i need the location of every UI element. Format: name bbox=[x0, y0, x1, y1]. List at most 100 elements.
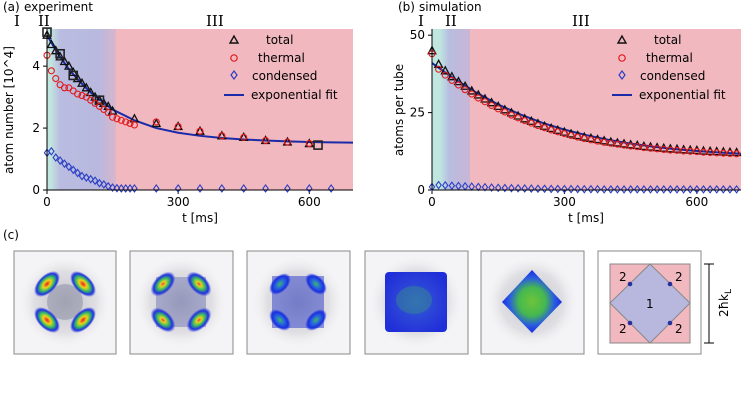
total-point bbox=[433, 58, 444, 68]
condensed-point bbox=[567, 184, 575, 194]
condensed-point bbox=[441, 180, 449, 190]
thermal-point bbox=[680, 147, 688, 155]
total-point bbox=[46, 39, 57, 49]
thermal-point bbox=[640, 144, 648, 152]
condensed-point bbox=[494, 183, 502, 193]
condensed-point bbox=[600, 184, 608, 194]
panel-a-y-label: atom number [10^4] bbox=[2, 46, 16, 174]
thermal-point bbox=[435, 65, 443, 73]
panel-b-tag: (b) bbox=[398, 0, 415, 14]
thermal-point bbox=[60, 84, 69, 92]
thermal-point bbox=[733, 150, 741, 158]
thermal-point bbox=[218, 132, 226, 140]
condensed-point bbox=[96, 178, 103, 188]
condensed-point bbox=[131, 184, 138, 193]
lobe-1-bottom-left bbox=[34, 307, 60, 333]
condensed-point bbox=[547, 184, 555, 194]
thermal-point bbox=[699, 148, 708, 156]
thermal-point bbox=[126, 119, 134, 127]
thermal-point bbox=[481, 98, 489, 106]
total-point bbox=[63, 60, 74, 70]
total-point bbox=[72, 73, 83, 83]
zone-label-center: 1 bbox=[646, 297, 654, 311]
lobe-3-bottom-left bbox=[269, 309, 291, 331]
total-point bbox=[55, 51, 66, 61]
panel-b-plot: 0 300 600 0 25 50 bbox=[410, 28, 742, 209]
lattice-point bbox=[667, 281, 673, 287]
panel-b-region-label-2: II bbox=[445, 12, 457, 30]
condensed-point bbox=[91, 176, 99, 186]
lattice-point bbox=[627, 320, 633, 326]
total-point bbox=[658, 142, 669, 152]
total-point bbox=[486, 97, 497, 107]
thermal-point bbox=[47, 67, 55, 75]
thermal-point bbox=[461, 86, 469, 94]
condensed-point bbox=[554, 184, 562, 194]
condensed-point bbox=[113, 183, 121, 193]
condensed-point bbox=[686, 184, 694, 194]
total-point bbox=[632, 140, 643, 150]
panel-a-region-1 bbox=[47, 29, 50, 190]
condensed-point bbox=[633, 184, 641, 194]
thermal-point bbox=[174, 122, 182, 131]
brillouin-zone-inset: 2 2 1 2 2 bbox=[597, 250, 702, 355]
thermal-point bbox=[593, 137, 602, 145]
condensed-point bbox=[733, 184, 740, 194]
condensed-point bbox=[660, 184, 668, 194]
thermal-point bbox=[666, 146, 674, 154]
total-point bbox=[612, 137, 623, 147]
thermal-point bbox=[109, 113, 117, 121]
condensed-point bbox=[284, 184, 291, 193]
total-point bbox=[440, 65, 451, 75]
condensed-point bbox=[83, 173, 90, 183]
panel-b-legend: total thermal condensed exponential fit bbox=[612, 33, 726, 102]
panel-a-region-label-1: I bbox=[14, 12, 20, 30]
condensed-point bbox=[69, 165, 77, 175]
condensed-point bbox=[667, 184, 674, 194]
thermal-point bbox=[554, 128, 562, 136]
panel-a-title: experiment bbox=[24, 0, 93, 14]
legend-b-thermal-marker bbox=[618, 54, 626, 62]
diamond-cloud bbox=[502, 270, 562, 333]
lobe-2-top-left bbox=[150, 271, 176, 297]
legend-a-fit-label: exponential fit bbox=[251, 88, 338, 102]
total-point bbox=[81, 82, 92, 92]
condensed-point bbox=[100, 180, 108, 189]
total-point bbox=[691, 145, 702, 155]
condensed-point bbox=[74, 168, 81, 178]
condensed-point bbox=[594, 184, 601, 194]
lobe-2-bottom-right bbox=[186, 307, 212, 333]
thermal-point bbox=[713, 149, 721, 157]
lobe-1-top-left bbox=[34, 271, 60, 297]
absorption-image-4 bbox=[364, 250, 469, 355]
absorption-image-1 bbox=[13, 250, 117, 355]
total-point bbox=[85, 87, 96, 97]
total-point bbox=[625, 139, 636, 149]
panel-b-region-1 bbox=[432, 29, 440, 190]
condensed-point bbox=[521, 184, 528, 193]
thermal-point bbox=[152, 118, 160, 126]
panel-b-region-label-1: I bbox=[418, 12, 424, 30]
panel-b-y-label: atoms per tube bbox=[392, 64, 406, 156]
thermal-point bbox=[454, 81, 463, 89]
condensed-point bbox=[680, 184, 687, 194]
condensed-point bbox=[455, 181, 462, 191]
legend-b-condensed-marker bbox=[618, 70, 626, 80]
thermal-point bbox=[122, 118, 130, 126]
panel-b-region-2 bbox=[440, 29, 470, 190]
panel-a-tag: (a) bbox=[3, 0, 20, 14]
y-tick-label: 50 bbox=[410, 28, 425, 42]
condensed-point bbox=[78, 171, 86, 181]
legend-b-condensed-label: condensed bbox=[640, 69, 705, 83]
thermal-point bbox=[547, 126, 555, 134]
condensed-point bbox=[52, 153, 60, 162]
panel-c: (c) bbox=[3, 228, 734, 355]
lobe-3-top-left bbox=[269, 273, 291, 295]
condensed-point bbox=[481, 182, 489, 192]
condensed-point bbox=[435, 180, 442, 190]
thermal-point bbox=[113, 115, 121, 123]
scale-bar-label: 2ħkL bbox=[717, 289, 734, 317]
legend-b-fit-label: exponential fit bbox=[639, 88, 726, 102]
thermal-point bbox=[726, 149, 734, 158]
